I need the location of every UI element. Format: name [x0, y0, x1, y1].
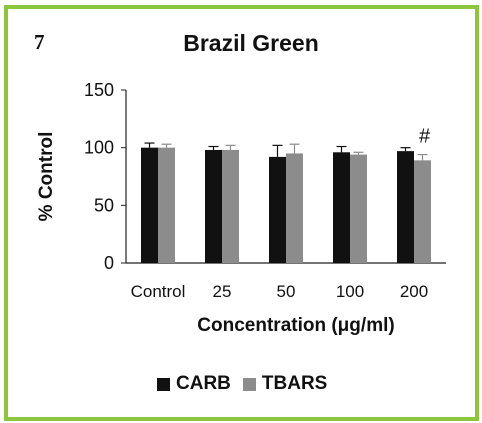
legend: CARB TBARS — [157, 373, 339, 395]
bar-tbars — [222, 149, 239, 263]
x-tick-label: 100 — [336, 282, 364, 301]
bar-carb — [397, 151, 414, 263]
bar-carb — [205, 149, 222, 263]
bar-tbars — [350, 154, 367, 263]
legend-swatch-tbars — [242, 377, 256, 391]
bar-tbars — [414, 160, 431, 263]
bar-tbars — [286, 153, 303, 263]
legend-swatch-carb — [157, 377, 170, 391]
legend-item-tbars: TBARS — [242, 373, 328, 395]
y-tick-label: 150 — [84, 80, 114, 100]
bar-carb — [333, 152, 350, 263]
x-tick-label: 50 — [277, 282, 296, 301]
chart-title: Brazil Green — [183, 30, 319, 56]
legend-item-carb: CARB — [157, 373, 231, 395]
x-axis-label: Concentration (μg/ml) — [197, 315, 394, 336]
x-tick-label: 200 — [400, 282, 428, 301]
y-axis-label: % Control — [36, 132, 57, 222]
bar-tbars — [158, 147, 175, 263]
x-tick-label: 25 — [213, 282, 232, 301]
y-tick-label: 100 — [84, 138, 114, 158]
bar-carb — [269, 156, 286, 263]
y-tick-label: 50 — [94, 195, 114, 215]
x-tick-label: Control — [131, 282, 186, 301]
bar-carb — [141, 147, 158, 263]
panel-label: 7 — [34, 30, 45, 54]
legend-label-carb: CARB — [176, 373, 231, 394]
y-tick-label: 0 — [104, 253, 114, 273]
significance-annotation: # — [419, 126, 431, 148]
legend-label-tbars: TBARS — [261, 373, 328, 394]
